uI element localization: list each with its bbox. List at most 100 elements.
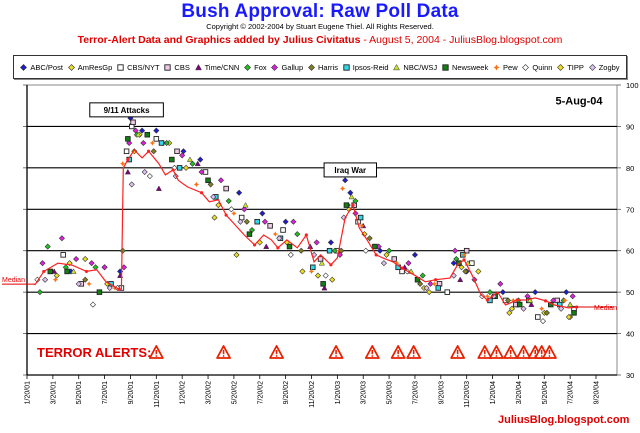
poll-point-amresgp (508, 305, 515, 312)
legend-item: AmResGp (67, 63, 112, 72)
legend-marker-icon (557, 63, 565, 71)
x-tick-label: 7/20/02 (257, 381, 264, 404)
poll-point-amresgp (53, 272, 60, 279)
legend-item: Time/CNN (194, 63, 239, 72)
poll-point (442, 63, 449, 71)
legend-item: CBS (164, 63, 190, 72)
poll-point-cbs (130, 119, 136, 126)
poll-point-harris (543, 309, 550, 316)
poll-point-amresgp (383, 251, 390, 258)
poll-point-pew (562, 297, 568, 304)
median-point (276, 246, 280, 250)
poll-point-pew (461, 252, 467, 258)
poll-point-cbs-nyt (153, 136, 160, 142)
warning-triangle-icon (216, 345, 231, 359)
poll-point-quinn (228, 206, 235, 213)
poll-point (557, 63, 565, 71)
poll-point-harris (366, 235, 373, 242)
poll-point-amresgp (458, 264, 465, 271)
median-label-right: Median (594, 305, 617, 312)
x-tick-label: 9/20/01 (128, 381, 135, 404)
poll-point-cbs (267, 223, 273, 229)
poll-point-cbs-nyt (444, 289, 451, 295)
warning-triangle-icon (406, 345, 422, 359)
poll-point-zogby (490, 293, 497, 300)
poll-point-pew (484, 293, 490, 299)
legend-item: Gallup (271, 63, 303, 72)
poll-point-abc-post (282, 218, 289, 225)
poll-point-abc-post (139, 127, 146, 134)
poll-point-gallup (241, 206, 248, 213)
x-tick-label: 11/20/01 (154, 381, 161, 408)
poll-point-newsweek (64, 268, 70, 275)
poll-point-gallup (427, 280, 434, 287)
poll-point-amresgp (314, 272, 321, 279)
warning-triangle-icon (390, 345, 406, 359)
poll-point-zogby (520, 305, 527, 312)
warning-triangle-icon (489, 345, 504, 359)
poll-point-zogby (75, 280, 82, 287)
legend-marker-icon (20, 63, 28, 71)
poll-point-abc-post (327, 239, 334, 246)
legend-label: Harris (317, 62, 338, 72)
legend-item: Fox (244, 63, 267, 72)
poll-point-zogby (42, 276, 49, 283)
poll-point-pew (510, 297, 516, 304)
poll-point-ipsos-reid (254, 218, 260, 225)
poll-point (117, 63, 124, 71)
x-tick-label: 7/20/03 (412, 381, 419, 404)
y-tick-label: 60 (626, 247, 634, 256)
subtitle-credit: Terror-Alert Data and Graphics added by … (77, 34, 361, 46)
poll-point-gallup (569, 293, 576, 300)
annotation-box (89, 102, 164, 118)
poll-point-zogby (276, 235, 283, 242)
x-tick-label: 1/20/04 (490, 381, 497, 404)
poll-point-fox (419, 272, 426, 279)
poll-point (20, 63, 28, 71)
median-point (126, 157, 130, 162)
poll-point (522, 63, 530, 71)
warning-triangle-icon (450, 345, 466, 359)
plot-area (26, 84, 618, 376)
median-point (146, 149, 151, 153)
poll-point-harris (207, 181, 214, 188)
poll-point-pew (272, 231, 278, 237)
y-tick-label: 30 (626, 371, 634, 380)
warning-dot (548, 355, 551, 357)
warning-dot (456, 355, 459, 357)
poll-point-pew (359, 223, 365, 229)
poll-point-time-cnn (155, 185, 162, 191)
poll-point-fox (44, 243, 51, 250)
poll-point-gallup (261, 218, 268, 225)
legend-marker-icon (244, 63, 252, 71)
x-tick-label: 9/20/02 (283, 381, 290, 404)
poll-point (194, 63, 202, 70)
poll-point-newsweek (246, 231, 253, 237)
poll-point-fox (386, 247, 393, 254)
poll-point-tipp (565, 313, 572, 321)
chart-legend: ABC/Post AmResGp CBS/NYT CBS Time/CNN Fox Gall… (13, 55, 627, 79)
x-tick-label: 7/20/01 (102, 381, 109, 404)
x-tick-label: 3/20/02 (206, 381, 213, 404)
legend-label: CBS/NYT (127, 62, 160, 72)
poll-point-zogby (106, 284, 113, 292)
x-tick-label: 1/20/01 (25, 381, 32, 404)
poll-point-zogby (141, 168, 148, 176)
warning-dot (275, 355, 278, 357)
chart-title: Bush Approval: Raw Poll Data (181, 1, 459, 22)
x-tick-label: 5/20/04 (542, 381, 549, 404)
poll-point-gallup (73, 255, 80, 263)
legend-marker-icon (442, 63, 449, 71)
legend-label: Fox (254, 62, 267, 72)
y-tick-label: 40 (626, 330, 634, 339)
poll-point-pew (308, 268, 315, 275)
poll-point-abc-post (342, 177, 349, 184)
chart-subtitle: Terror-Alert Data and Graphics added by … (0, 34, 640, 46)
legend-marker-icon (588, 63, 596, 71)
poll-point-abc-post (563, 289, 570, 296)
poll-point-ipsos-reid (158, 140, 165, 146)
legend-marker-icon (308, 63, 315, 71)
poll-point-cbs (463, 247, 470, 254)
poll-point-abc-post (347, 189, 354, 196)
